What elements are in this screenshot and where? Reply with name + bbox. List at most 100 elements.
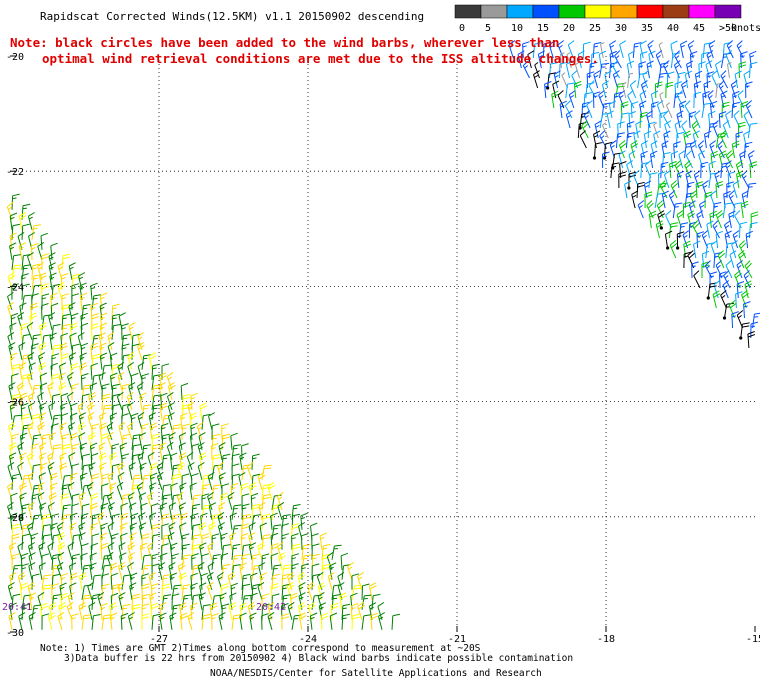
barb-w-1239 <box>378 612 386 630</box>
barb-e-201 <box>683 130 692 149</box>
barb-e-299 <box>688 200 696 219</box>
barb-e-98 <box>588 80 597 99</box>
barb-e-135 <box>564 100 573 119</box>
barb-w-663 <box>131 434 141 450</box>
barb-w-579 <box>111 393 121 410</box>
barb-w-761 <box>131 474 142 490</box>
barb-e-37 <box>648 50 656 69</box>
barb-e-208 <box>592 142 603 160</box>
barb-e-49 <box>534 62 540 79</box>
barb-w-730 <box>81 464 91 480</box>
barb-e-177 <box>617 121 625 139</box>
y-tick-label-5: -30 <box>6 628 24 639</box>
barb-w-726 <box>39 462 48 480</box>
barb-w-794 <box>201 483 211 500</box>
barb-w-536 <box>26 371 34 390</box>
barb-e-53 <box>574 62 580 79</box>
barb-e-113 <box>745 81 753 99</box>
barb-w-644 <box>160 423 169 440</box>
barb-e-92 <box>743 70 751 89</box>
colorbar-swatch-10 <box>714 4 742 19</box>
barb-w-863 <box>51 513 60 530</box>
barb-e-303 <box>732 202 742 219</box>
barb-w-1017 <box>326 551 334 570</box>
chart-title: Rapidscat Corrected Winds(12.5KM) v1.1 2… <box>40 10 424 23</box>
barb-w-1205 <box>41 613 50 630</box>
barb-w-1014 <box>301 554 312 570</box>
barb-w-399 <box>11 254 21 270</box>
barb-e-269 <box>624 180 632 199</box>
barb-w-616 <box>87 411 95 430</box>
barb-w-456 <box>70 312 79 330</box>
barb-w-756 <box>80 472 88 490</box>
barb-w-1120 <box>307 581 315 600</box>
barb-w-846 <box>168 502 177 520</box>
barb-w-547 <box>141 373 150 390</box>
barb-w-401 <box>27 251 34 270</box>
barb-w-862 <box>41 513 51 530</box>
barb-w-477 <box>31 334 41 350</box>
barb-w-1022 <box>38 562 46 580</box>
barb-e-275 <box>686 181 695 199</box>
barb-e-23 <box>736 40 744 59</box>
barb-w-431 <box>31 293 39 310</box>
barb-e-28 <box>560 52 565 69</box>
barb-e-348 <box>729 250 737 269</box>
barb-w-1207 <box>57 611 65 630</box>
barb-w-989 <box>51 553 61 570</box>
barb-w-497 <box>90 342 99 360</box>
barb-w-403 <box>48 252 56 270</box>
barb-e-103 <box>640 80 648 99</box>
barb-w-878 <box>200 512 208 530</box>
barb-w-548 <box>151 374 162 390</box>
colorbar-swatch-8 <box>662 4 690 19</box>
barb-w-997 <box>128 552 135 570</box>
barb-w-793 <box>189 482 197 500</box>
barb-e-171 <box>733 110 741 129</box>
barb-w-1007 <box>231 554 242 570</box>
barb-w-965 <box>140 542 148 560</box>
barb-w-648 <box>196 421 204 440</box>
barb-w-461 <box>118 312 126 330</box>
barb-w-718 <box>211 454 221 470</box>
barb-e-371 <box>741 290 749 309</box>
barb-w-580 <box>116 391 124 410</box>
barb-w-1211 <box>101 614 112 630</box>
barb-w-1204 <box>28 612 36 630</box>
barb-w-837 <box>81 503 90 520</box>
barb-w-1134 <box>81 594 92 610</box>
barb-w-896 <box>78 522 86 540</box>
barb-w-613 <box>60 412 69 430</box>
barb-w-463 <box>20 322 29 340</box>
colorbar-label-5: 25 <box>589 23 601 34</box>
barb-w-557 <box>71 383 80 400</box>
barb-w-814 <box>127 492 135 510</box>
barb-w-658 <box>78 432 86 450</box>
barb-w-474 <box>128 322 136 340</box>
barb-e-181 <box>653 122 659 139</box>
barb-w-1135 <box>91 593 101 610</box>
barb-e-280 <box>732 180 740 199</box>
barb-w-1107 <box>181 584 191 600</box>
barb-w-496 <box>80 342 89 360</box>
barb-w-927 <box>78 532 86 550</box>
barb-w-1173 <box>100 602 108 620</box>
barb-e-278 <box>715 181 724 199</box>
barb-e-93 <box>544 81 552 99</box>
barb-e-5 <box>557 40 565 59</box>
barb-e-31 <box>590 51 600 69</box>
barb-w-1070 <box>169 572 177 590</box>
barb-w-1021 <box>28 562 36 580</box>
barb-w-832 <box>27 502 35 520</box>
barb-w-471 <box>99 322 108 340</box>
barb-w-1015 <box>311 553 320 570</box>
barb-w-838 <box>90 502 98 520</box>
barb-w-871 <box>130 512 139 530</box>
barb-w-1175 <box>121 603 131 620</box>
colorbar-label-1: 5 <box>485 23 491 34</box>
barb-w-561 <box>111 383 120 400</box>
y-tick-label-2: -24 <box>6 282 24 293</box>
barb-w-552 <box>16 381 25 400</box>
barb-w-1224 <box>231 614 241 630</box>
footer-line-1: Note: 1) Times are GMT 2)Times along bot… <box>40 643 481 654</box>
